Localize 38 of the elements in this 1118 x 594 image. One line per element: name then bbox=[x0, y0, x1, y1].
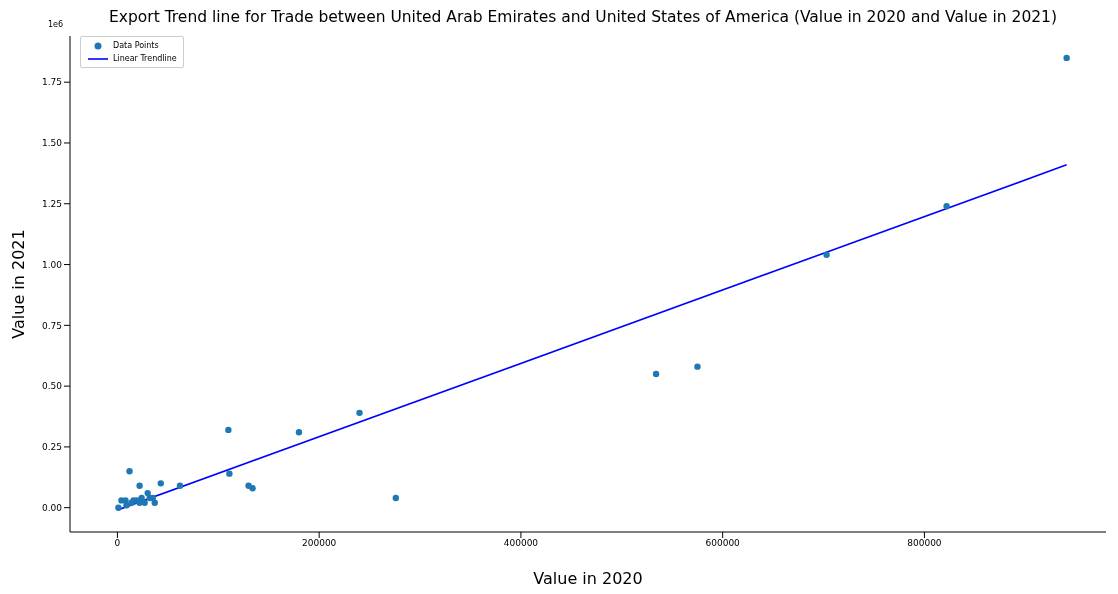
point bbox=[123, 502, 130, 509]
y-tick-label: 1.50 bbox=[41, 138, 63, 149]
point bbox=[356, 409, 363, 417]
x-tick-label: 600000 bbox=[705, 538, 741, 549]
point bbox=[118, 497, 125, 504]
point bbox=[694, 363, 701, 370]
x-axis-title: Value in 2020 bbox=[533, 569, 643, 588]
point bbox=[144, 489, 151, 497]
point bbox=[295, 429, 303, 436]
y-tick-label: 1.75 bbox=[41, 77, 62, 88]
legend-label: Data Points bbox=[113, 41, 159, 50]
legend-label: Linear Trendline bbox=[113, 54, 177, 63]
point bbox=[943, 203, 950, 210]
point bbox=[1063, 54, 1070, 62]
x-tick-label: 200000 bbox=[301, 538, 337, 549]
point bbox=[249, 485, 256, 492]
y-tick-label: 1.00 bbox=[41, 259, 63, 270]
point bbox=[126, 468, 133, 475]
text: 1e6 bbox=[48, 20, 64, 29]
y-tick-label: 0.00 bbox=[41, 502, 63, 513]
point bbox=[225, 426, 232, 434]
point bbox=[652, 370, 660, 378]
point bbox=[226, 470, 233, 477]
y-tick-label: 0.75 bbox=[41, 320, 62, 331]
x-tick-label: 800000 bbox=[907, 538, 942, 549]
point bbox=[176, 482, 184, 489]
y-axis-title: Value in 2021 bbox=[8, 229, 28, 339]
x-tick-label: 0 bbox=[114, 538, 121, 549]
y-tick-label: 0.50 bbox=[41, 381, 63, 392]
y-tick-label: 0.25 bbox=[41, 442, 62, 453]
point bbox=[823, 251, 830, 259]
point bbox=[115, 504, 122, 511]
point bbox=[157, 480, 164, 487]
chart-title: Export Trend line for Trade between United Arab Emirates and United States of America (Value in 2020 and Value in 2021) bbox=[108, 8, 1058, 26]
x-tick-label: 400000 bbox=[503, 538, 539, 549]
y-tick-label: 1.25 bbox=[41, 198, 62, 209]
point bbox=[392, 494, 400, 502]
point bbox=[136, 482, 143, 489]
